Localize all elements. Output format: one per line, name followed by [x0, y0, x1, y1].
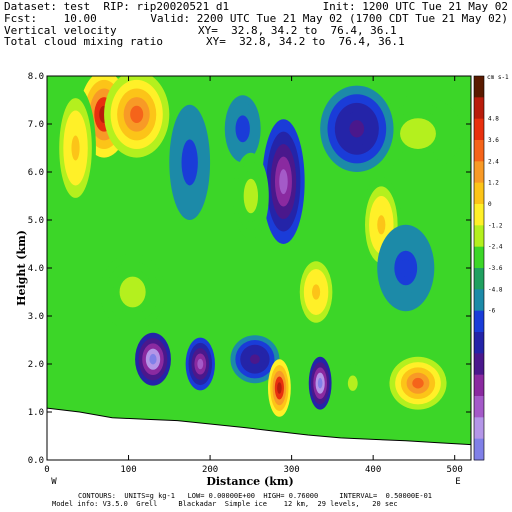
colorbar-tick-label: 4.8 — [488, 116, 499, 123]
y-tick-label: 6.0 — [28, 168, 44, 178]
terrain — [47, 407, 471, 460]
colorbar-segment — [474, 97, 484, 120]
field-feature-8 — [350, 379, 356, 388]
field-feature-13 — [377, 215, 386, 235]
footer-contours: CONTOURS: UNITS=g kg-1 LOW= 0.00000E+00 … — [78, 492, 433, 500]
header-init: Init: 1200 UTC Tue 21 May 02 — [322, 0, 508, 13]
field-feature-2 — [71, 135, 80, 161]
endpoint-label-left: W — [51, 477, 57, 487]
y-tick-label: 4.0 — [28, 264, 44, 274]
field-feature-19 — [312, 284, 321, 300]
field-feature-17 — [126, 284, 140, 300]
x-tick-label: 100 — [120, 465, 136, 475]
colorbar-segment — [474, 374, 484, 397]
y-tick-label: 3.0 — [28, 312, 44, 322]
colorbar-segment — [474, 161, 484, 184]
x-tick-label: 400 — [365, 465, 381, 475]
colorbar-segment — [474, 225, 484, 248]
colorbar-segment — [474, 246, 484, 269]
colorbar-tick-label: -1.2 — [488, 222, 503, 229]
field-feature-18 — [400, 259, 412, 277]
field-feature-5 — [250, 354, 260, 365]
field-feature-11 — [279, 169, 288, 195]
colorbar-tick-label: 1.2 — [488, 180, 499, 187]
x-axis-label: Distance (km) — [206, 475, 293, 488]
field-feature-4 — [197, 358, 204, 370]
colorbar-tick-label: 0 — [488, 201, 492, 208]
header-fcst: Fcst: 10.00 — [4, 12, 97, 25]
y-tick-label: 1.0 — [28, 408, 44, 418]
colorbar-tick-label: 2.4 — [488, 158, 499, 165]
colorbar-tick-label: -2.4 — [488, 244, 503, 251]
colorbar-segment — [474, 76, 484, 98]
colorbar-segment — [474, 396, 484, 418]
colorbar-frame — [473, 75, 485, 461]
axes: 0 100 200 300 400 500 0.0 1.0 2.0 3.0 4.0 5.0 6.0 7.0… — [28, 72, 471, 475]
endpoint-label-right: E — [455, 477, 460, 487]
colorbar-units: cm s-1 — [487, 74, 509, 81]
colorbar-segment — [474, 204, 484, 226]
velocity-field — [55, 76, 463, 417]
colorbar-segment — [474, 310, 484, 333]
field-feature-12 — [247, 187, 255, 205]
header-field-2: Total cloud mixing ratio — [4, 35, 163, 48]
field-feature-7 — [317, 377, 323, 389]
y-tick-label: 7.0 — [28, 120, 44, 130]
colorbar-segment — [474, 332, 484, 354]
header-valid: Valid: 2200 UTC Tue 21 May 02 (1700 CDT … — [150, 12, 508, 25]
y-tick-label: 2.0 — [28, 360, 44, 370]
field-feature-10 — [239, 122, 247, 136]
y-tick-label: 8.0 — [28, 72, 44, 82]
colorbar-tick-label: 3.6 — [488, 137, 499, 144]
y-tick-label: 5.0 — [28, 216, 44, 226]
x-tick-label: 200 — [202, 465, 218, 475]
colorbar-segment — [474, 353, 484, 376]
colorbar-segment — [474, 417, 484, 440]
colorbar-segment — [474, 182, 484, 205]
colorbar-tick-label: -3.6 — [488, 265, 503, 272]
terrain-fill — [47, 407, 471, 460]
x-tick-label: 300 — [283, 465, 299, 475]
field-feature-6 — [277, 382, 282, 394]
colorbar-segment — [474, 118, 484, 141]
field-feature-14 — [409, 125, 427, 142]
field-feature-1 — [130, 105, 144, 124]
header-xy-2: XY= 32.8, 34.2 to 76.4, 36.1 — [206, 35, 405, 48]
header-dataset: Dataset: test RIP: rip20020521 d1 — [4, 0, 230, 13]
y-axis-label: Height (km) — [15, 230, 28, 306]
colorbar-segment — [474, 438, 484, 461]
colorbar: 4.8 3.6 2.4 1.2 0 -1.2 -2.4 -3.6 -4.8 -6 — [473, 75, 503, 461]
y-tick-label: 0.0 — [28, 456, 44, 466]
field-feature-9 — [412, 377, 424, 389]
x-tick-label: 500 — [447, 465, 463, 475]
colorbar-tick-label: -6 — [488, 308, 496, 315]
colorbar-segment — [474, 268, 484, 290]
colorbar-segment — [474, 140, 484, 162]
field-feature-15 — [349, 120, 365, 138]
header-field-1: Vertical velocity — [4, 24, 117, 37]
footer-model-info: Model info: V3.5.0 Grell Blackadar Simpl… — [52, 500, 398, 508]
field-feature-16 — [185, 150, 194, 174]
header-xy-1: XY= 32.8, 34.2 to 76.4, 36.1 — [198, 24, 397, 37]
field-feature-3 — [149, 353, 157, 365]
colorbar-segment — [474, 289, 484, 312]
x-tick-label: 0 — [44, 465, 49, 475]
colorbar-tick-label: -4.8 — [488, 286, 503, 293]
